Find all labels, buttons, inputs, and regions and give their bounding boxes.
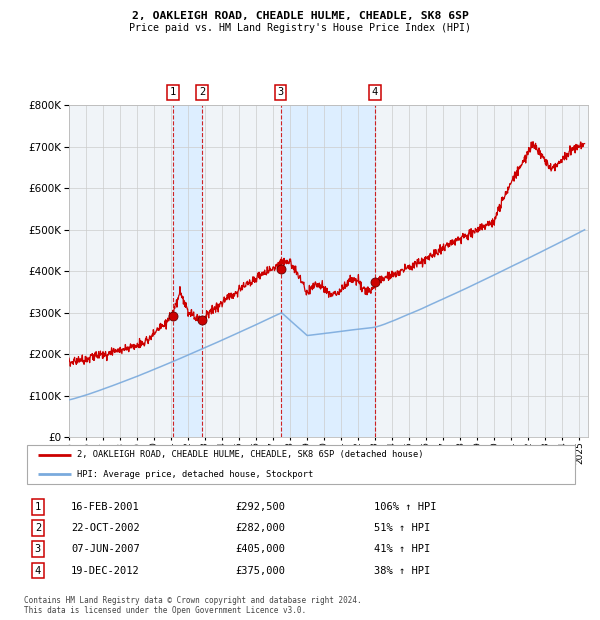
Text: 16-FEB-2001: 16-FEB-2001 — [71, 502, 140, 512]
Bar — [281, 105, 375, 437]
Text: 4: 4 — [371, 87, 378, 97]
FancyBboxPatch shape — [27, 445, 575, 484]
Text: Price paid vs. HM Land Registry's House Price Index (HPI): Price paid vs. HM Land Registry's House … — [129, 23, 471, 33]
Text: £282,000: £282,000 — [235, 523, 285, 533]
Bar — [173, 105, 202, 437]
Text: 3: 3 — [278, 87, 284, 97]
Text: £375,000: £375,000 — [235, 565, 285, 575]
Text: 22-OCT-2002: 22-OCT-2002 — [71, 523, 140, 533]
Text: 1: 1 — [35, 502, 41, 512]
Text: 3: 3 — [35, 544, 41, 554]
Text: 07-JUN-2007: 07-JUN-2007 — [71, 544, 140, 554]
Text: 4: 4 — [35, 565, 41, 575]
Text: 1: 1 — [170, 87, 176, 97]
Text: 51% ↑ HPI: 51% ↑ HPI — [374, 523, 430, 533]
Text: 38% ↑ HPI: 38% ↑ HPI — [374, 565, 430, 575]
Text: Contains HM Land Registry data © Crown copyright and database right 2024.
This d: Contains HM Land Registry data © Crown c… — [24, 596, 362, 615]
Text: 2: 2 — [35, 523, 41, 533]
Text: £405,000: £405,000 — [235, 544, 285, 554]
Text: 106% ↑ HPI: 106% ↑ HPI — [374, 502, 436, 512]
Text: 41% ↑ HPI: 41% ↑ HPI — [374, 544, 430, 554]
Text: 2: 2 — [199, 87, 205, 97]
Text: 19-DEC-2012: 19-DEC-2012 — [71, 565, 140, 575]
Text: £292,500: £292,500 — [235, 502, 285, 512]
Text: HPI: Average price, detached house, Stockport: HPI: Average price, detached house, Stoc… — [77, 470, 313, 479]
Text: 2, OAKLEIGH ROAD, CHEADLE HULME, CHEADLE, SK8 6SP: 2, OAKLEIGH ROAD, CHEADLE HULME, CHEADLE… — [131, 11, 469, 21]
Text: 2, OAKLEIGH ROAD, CHEADLE HULME, CHEADLE, SK8 6SP (detached house): 2, OAKLEIGH ROAD, CHEADLE HULME, CHEADLE… — [77, 450, 423, 459]
